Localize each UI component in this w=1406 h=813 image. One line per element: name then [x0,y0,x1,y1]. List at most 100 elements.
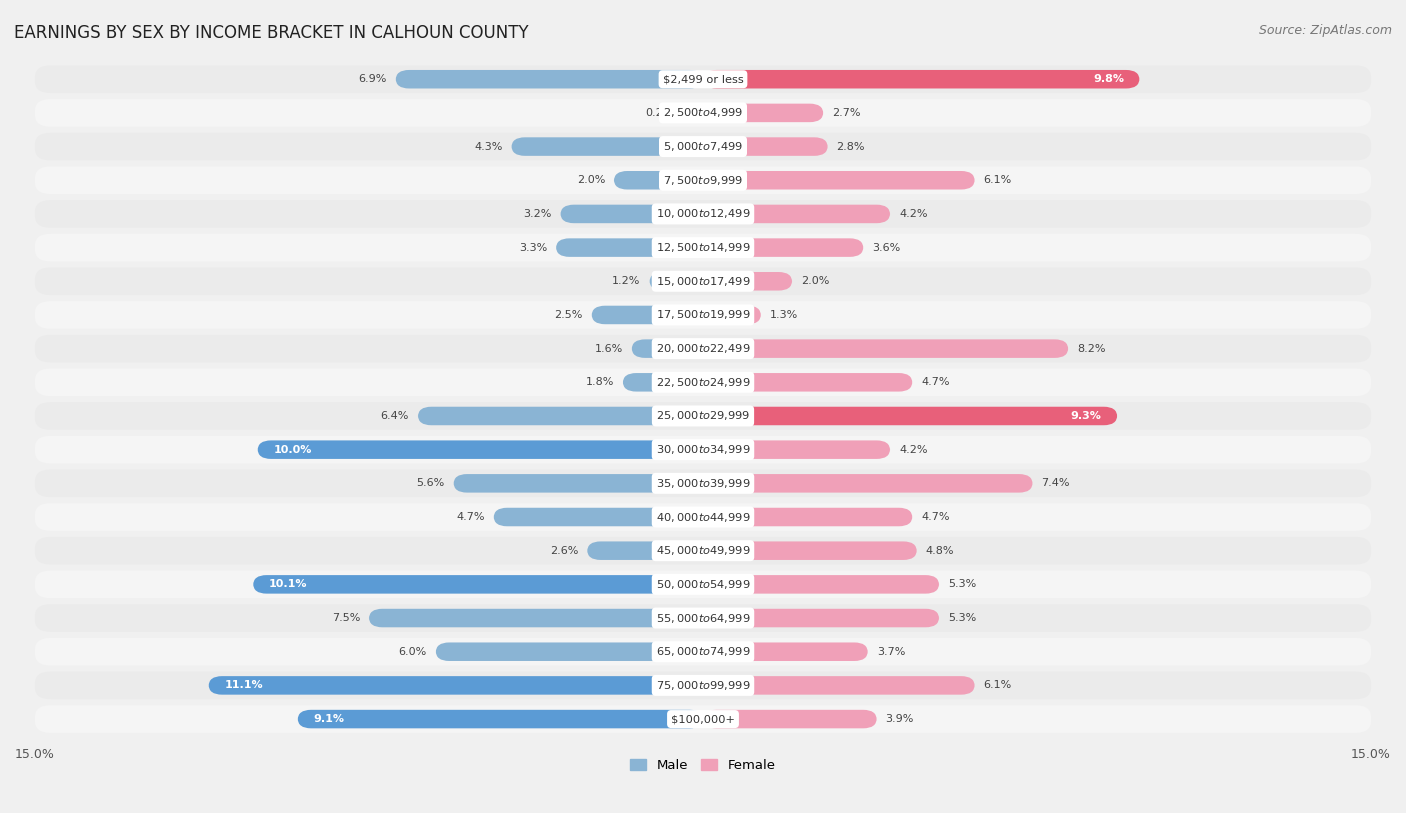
FancyBboxPatch shape [703,575,939,593]
Text: 9.8%: 9.8% [1092,74,1123,85]
FancyBboxPatch shape [703,710,877,728]
Text: EARNINGS BY SEX BY INCOME BRACKET IN CALHOUN COUNTY: EARNINGS BY SEX BY INCOME BRACKET IN CAL… [14,24,529,42]
Legend: Male, Female: Male, Female [626,754,780,777]
FancyBboxPatch shape [555,238,703,257]
FancyBboxPatch shape [703,103,824,122]
Text: $50,000 to $54,999: $50,000 to $54,999 [655,578,751,591]
Text: 2.5%: 2.5% [554,310,582,320]
FancyBboxPatch shape [35,402,1371,430]
FancyBboxPatch shape [703,642,868,661]
Text: 3.2%: 3.2% [523,209,551,219]
FancyBboxPatch shape [35,604,1371,632]
FancyBboxPatch shape [35,301,1371,328]
Text: $17,500 to $19,999: $17,500 to $19,999 [655,308,751,321]
Text: 3.6%: 3.6% [872,242,900,253]
FancyBboxPatch shape [35,672,1371,699]
Text: 4.7%: 4.7% [921,377,949,387]
FancyBboxPatch shape [703,272,792,290]
Text: 1.3%: 1.3% [770,310,799,320]
FancyBboxPatch shape [561,205,703,224]
FancyBboxPatch shape [35,335,1371,363]
FancyBboxPatch shape [703,205,890,224]
FancyBboxPatch shape [35,537,1371,564]
Text: $30,000 to $34,999: $30,000 to $34,999 [655,443,751,456]
Text: 8.2%: 8.2% [1077,344,1105,354]
FancyBboxPatch shape [298,710,703,728]
FancyBboxPatch shape [35,368,1371,396]
Text: 6.0%: 6.0% [399,646,427,657]
FancyBboxPatch shape [703,339,1069,358]
FancyBboxPatch shape [703,474,1032,493]
Text: $100,000+: $100,000+ [671,714,735,724]
FancyBboxPatch shape [703,508,912,526]
Text: 3.3%: 3.3% [519,242,547,253]
FancyBboxPatch shape [35,234,1371,262]
FancyBboxPatch shape [703,441,890,459]
Text: 10.1%: 10.1% [269,580,308,589]
FancyBboxPatch shape [512,137,703,156]
FancyBboxPatch shape [35,200,1371,228]
Text: $55,000 to $64,999: $55,000 to $64,999 [655,611,751,624]
FancyBboxPatch shape [703,70,1139,89]
Text: 5.3%: 5.3% [948,613,976,623]
Text: 11.1%: 11.1% [224,680,263,690]
FancyBboxPatch shape [494,508,703,526]
FancyBboxPatch shape [703,541,917,560]
FancyBboxPatch shape [689,103,703,122]
FancyBboxPatch shape [592,306,703,324]
FancyBboxPatch shape [703,609,939,628]
Text: $7,500 to $9,999: $7,500 to $9,999 [664,174,742,187]
FancyBboxPatch shape [368,609,703,628]
Text: $35,000 to $39,999: $35,000 to $39,999 [655,477,751,490]
Text: $15,000 to $17,499: $15,000 to $17,499 [655,275,751,288]
FancyBboxPatch shape [588,541,703,560]
Text: $2,500 to $4,999: $2,500 to $4,999 [664,107,742,120]
FancyBboxPatch shape [35,167,1371,194]
Text: 9.3%: 9.3% [1071,411,1102,421]
Text: 4.3%: 4.3% [474,141,502,151]
Text: 2.6%: 2.6% [550,546,578,556]
FancyBboxPatch shape [703,137,828,156]
Text: 3.9%: 3.9% [886,714,914,724]
FancyBboxPatch shape [418,406,703,425]
Text: 5.6%: 5.6% [416,478,444,489]
Text: 2.7%: 2.7% [832,108,860,118]
Text: $25,000 to $29,999: $25,000 to $29,999 [655,410,751,423]
Text: $20,000 to $22,499: $20,000 to $22,499 [655,342,751,355]
FancyBboxPatch shape [395,70,703,89]
Text: 6.4%: 6.4% [381,411,409,421]
Text: $2,499 or less: $2,499 or less [662,74,744,85]
Text: 9.1%: 9.1% [314,714,344,724]
FancyBboxPatch shape [703,373,912,392]
FancyBboxPatch shape [703,238,863,257]
FancyBboxPatch shape [35,65,1371,93]
Text: 4.7%: 4.7% [457,512,485,522]
Text: 10.0%: 10.0% [273,445,312,454]
Text: 2.8%: 2.8% [837,141,865,151]
Text: 2.0%: 2.0% [801,276,830,286]
Text: 1.2%: 1.2% [612,276,641,286]
FancyBboxPatch shape [35,99,1371,127]
FancyBboxPatch shape [631,339,703,358]
FancyBboxPatch shape [614,171,703,189]
Text: $22,500 to $24,999: $22,500 to $24,999 [655,376,751,389]
Text: $40,000 to $44,999: $40,000 to $44,999 [655,511,751,524]
FancyBboxPatch shape [35,133,1371,160]
FancyBboxPatch shape [35,638,1371,666]
FancyBboxPatch shape [703,676,974,694]
Text: 4.7%: 4.7% [921,512,949,522]
Text: 6.9%: 6.9% [359,74,387,85]
Text: 4.2%: 4.2% [898,209,928,219]
Text: 1.6%: 1.6% [595,344,623,354]
FancyBboxPatch shape [35,705,1371,733]
FancyBboxPatch shape [703,171,974,189]
Text: 6.1%: 6.1% [984,176,1012,185]
Text: $65,000 to $74,999: $65,000 to $74,999 [655,646,751,659]
FancyBboxPatch shape [208,676,703,694]
Text: 5.3%: 5.3% [948,580,976,589]
Text: $5,000 to $7,499: $5,000 to $7,499 [664,140,742,153]
Text: 3.7%: 3.7% [877,646,905,657]
Text: 2.0%: 2.0% [576,176,605,185]
FancyBboxPatch shape [35,436,1371,463]
FancyBboxPatch shape [650,272,703,290]
